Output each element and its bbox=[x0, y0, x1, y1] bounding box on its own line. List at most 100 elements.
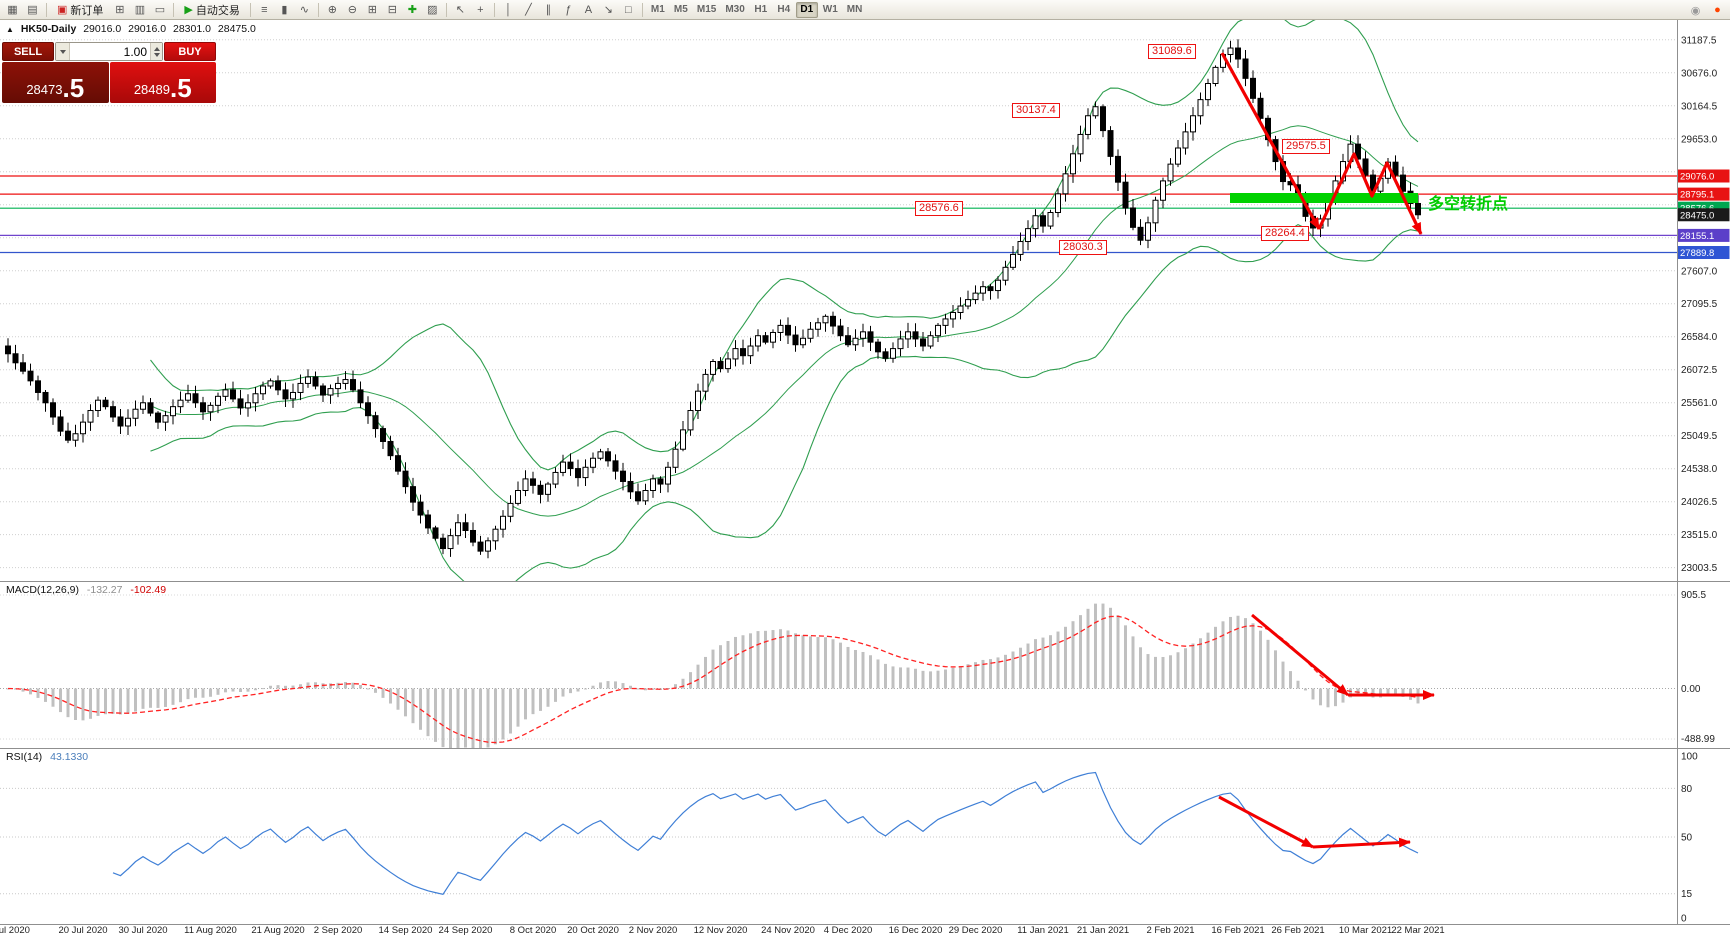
main-chart[interactable]: 31187.5 30676.0 30164.5 29653.0 27607.0 27095… bbox=[0, 20, 1730, 581]
panel-splitter[interactable] bbox=[0, 581, 1730, 582]
date-label: 11 Aug 2020 bbox=[184, 925, 237, 936]
date-label: 20 Jul 2020 bbox=[58, 925, 108, 936]
timeframe-m1-button[interactable]: M1 bbox=[647, 2, 669, 18]
spinner-up-icon bbox=[153, 46, 160, 51]
timeframe-m5-button[interactable]: M5 bbox=[670, 2, 692, 18]
date-label: 24 Nov 2020 bbox=[761, 925, 815, 936]
highlight-bar[interactable] bbox=[1230, 193, 1418, 203]
toolbar-separator bbox=[249, 2, 251, 17]
equidistant-channel-button[interactable]: ∥ bbox=[539, 1, 558, 18]
timeframe-w1-button[interactable]: W1 bbox=[819, 2, 842, 18]
ohlc-open: 29016.0 bbox=[83, 23, 122, 35]
auto-trading-icon: ▶ bbox=[184, 4, 193, 16]
text-tool-button[interactable]: A bbox=[579, 1, 598, 18]
timeframe-d1-button[interactable]: D1 bbox=[795, 1, 818, 18]
rsi-axis[interactable]: 100 80 50 15 0 bbox=[1677, 748, 1730, 924]
shapes-button[interactable]: □ bbox=[619, 1, 638, 18]
connection-status-button[interactable]: ● bbox=[1708, 2, 1727, 19]
svg-text:905.5: 905.5 bbox=[1681, 590, 1706, 601]
vertical-line-icon: │ bbox=[504, 3, 512, 16]
bar-chart-icon: ≡ bbox=[261, 3, 268, 16]
arrow-tools-button[interactable]: ↘ bbox=[599, 1, 618, 18]
trend-arrow[interactable] bbox=[1312, 837, 1411, 849]
volume-spinner[interactable] bbox=[150, 43, 162, 60]
date-label: 4 Dec 2020 bbox=[823, 925, 873, 936]
navigator-button[interactable]: ⊞ bbox=[110, 1, 129, 18]
date-label: 26 Feb 2021 bbox=[1271, 925, 1325, 936]
timeframe-mn-button[interactable]: MN bbox=[843, 2, 867, 18]
timeframe-h4-button[interactable]: H4 bbox=[773, 2, 795, 18]
svg-text:15: 15 bbox=[1681, 889, 1693, 900]
panel-splitter[interactable] bbox=[0, 748, 1730, 749]
candlestick-chart-button[interactable]: ▮ bbox=[275, 1, 294, 18]
svg-text:25561.0: 25561.0 bbox=[1681, 398, 1718, 409]
fibonacci-button[interactable]: ƒ bbox=[559, 1, 578, 18]
new-order-label: 新订单 bbox=[70, 4, 104, 17]
timeframe-m15-button[interactable]: M15 bbox=[693, 2, 720, 18]
zoom-in-button[interactable]: ⊕ bbox=[323, 1, 342, 18]
trend-arrow[interactable] bbox=[1317, 152, 1423, 235]
svg-text:27607.0: 27607.0 bbox=[1681, 266, 1718, 277]
macd-panel[interactable]: 905.5 0.00 -488.99 bbox=[0, 581, 1730, 748]
horizontal-price-lines[interactable] bbox=[0, 175, 1677, 254]
rsi-label: RSI(14) bbox=[6, 751, 43, 763]
cursor-button[interactable]: ↖ bbox=[451, 1, 470, 18]
buy-price-main: 28489 bbox=[133, 82, 170, 97]
spinner-down-icon bbox=[153, 52, 160, 57]
svg-text:80: 80 bbox=[1681, 784, 1693, 795]
tile-windows-button[interactable]: ⊞ bbox=[363, 1, 382, 18]
zoom-out-button[interactable]: ⊖ bbox=[343, 1, 362, 18]
timeframe-m30-button[interactable]: M30 bbox=[721, 2, 748, 18]
fibonacci-icon: ƒ bbox=[565, 3, 572, 16]
date-label: 10 Mar 2021 bbox=[1338, 925, 1393, 936]
buy-price[interactable]: 28489.5 bbox=[109, 62, 216, 103]
toolbar-right-icons: ◉ ● bbox=[1686, 0, 1727, 20]
sell-button[interactable]: SELL bbox=[2, 42, 54, 61]
cascade-windows-icon: ⊟ bbox=[387, 4, 397, 16]
timeframe-h1-button[interactable]: H1 bbox=[750, 2, 772, 18]
notifications-button[interactable]: ◉ bbox=[1686, 2, 1705, 19]
volume-dropdown-button[interactable] bbox=[56, 43, 70, 60]
market-watch-icon: ▥ bbox=[134, 4, 146, 16]
ohlc-high: 29016.0 bbox=[128, 23, 167, 35]
trendline-button[interactable]: ╱ bbox=[519, 1, 538, 18]
macd-value: -132.27 bbox=[86, 584, 123, 596]
market-watch-button[interactable]: ▥ bbox=[130, 1, 149, 18]
symbol-name: HK50-Daily bbox=[20, 23, 77, 35]
indicators-button[interactable]: ✚ bbox=[403, 1, 422, 18]
chart-profiles-button[interactable]: ▤ bbox=[23, 1, 42, 18]
ohlc-low: 28301.0 bbox=[173, 23, 211, 35]
trend-arrow[interactable] bbox=[1220, 52, 1321, 230]
macd-axis[interactable]: 905.5 0.00 -488.99 bbox=[1677, 581, 1730, 748]
svg-text:28795.1: 28795.1 bbox=[1680, 190, 1714, 201]
volume-field bbox=[55, 42, 163, 61]
templates-button[interactable]: ▨ bbox=[423, 1, 442, 18]
equidistant-channel-icon: ∥ bbox=[545, 4, 552, 16]
rsi-line bbox=[112, 771, 1419, 896]
date-label: 16 Dec 2020 bbox=[888, 925, 943, 936]
new-order-button[interactable]: ▣ 新订单 bbox=[51, 1, 109, 18]
volume-input[interactable] bbox=[70, 43, 150, 60]
price-gridlines bbox=[0, 39, 1677, 569]
line-chart-button[interactable]: ∿ bbox=[295, 1, 314, 18]
date-label: 2 Nov 2020 bbox=[628, 925, 678, 936]
svg-text:31187.5: 31187.5 bbox=[1681, 35, 1717, 46]
rsi-panel[interactable]: 100 80 50 15 0 bbox=[0, 748, 1730, 924]
auto-trading-button[interactable]: ▶ 自动交易 bbox=[178, 1, 245, 18]
trend-arrow[interactable] bbox=[1251, 613, 1349, 697]
macd-label: MACD(12,26,9) bbox=[6, 584, 79, 596]
cascade-windows-button[interactable]: ⊟ bbox=[383, 1, 402, 18]
time-axis[interactable]: 1 Jul 2020 20 Jul 2020 30 Jul 2020 11 Aug 2… bbox=[0, 925, 1730, 938]
svg-text:29076.0: 29076.0 bbox=[1680, 172, 1714, 183]
data-window-button[interactable]: ▭ bbox=[150, 1, 169, 18]
bar-chart-button[interactable]: ≡ bbox=[255, 1, 274, 18]
svg-text:23003.5: 23003.5 bbox=[1681, 563, 1718, 574]
svg-text:24026.5: 24026.5 bbox=[1681, 497, 1718, 508]
vertical-line-button[interactable]: │ bbox=[499, 1, 518, 18]
new-chart-button[interactable]: ▦ bbox=[3, 1, 22, 18]
sell-price[interactable]: 28473.5 bbox=[2, 62, 109, 103]
crosshair-button[interactable]: + bbox=[471, 1, 490, 18]
trend-arrow[interactable] bbox=[1218, 795, 1314, 849]
buy-button[interactable]: BUY bbox=[164, 42, 216, 61]
price-axis[interactable]: 31187.5 30676.0 30164.5 29653.0 27607.0 27095… bbox=[1677, 20, 1730, 581]
